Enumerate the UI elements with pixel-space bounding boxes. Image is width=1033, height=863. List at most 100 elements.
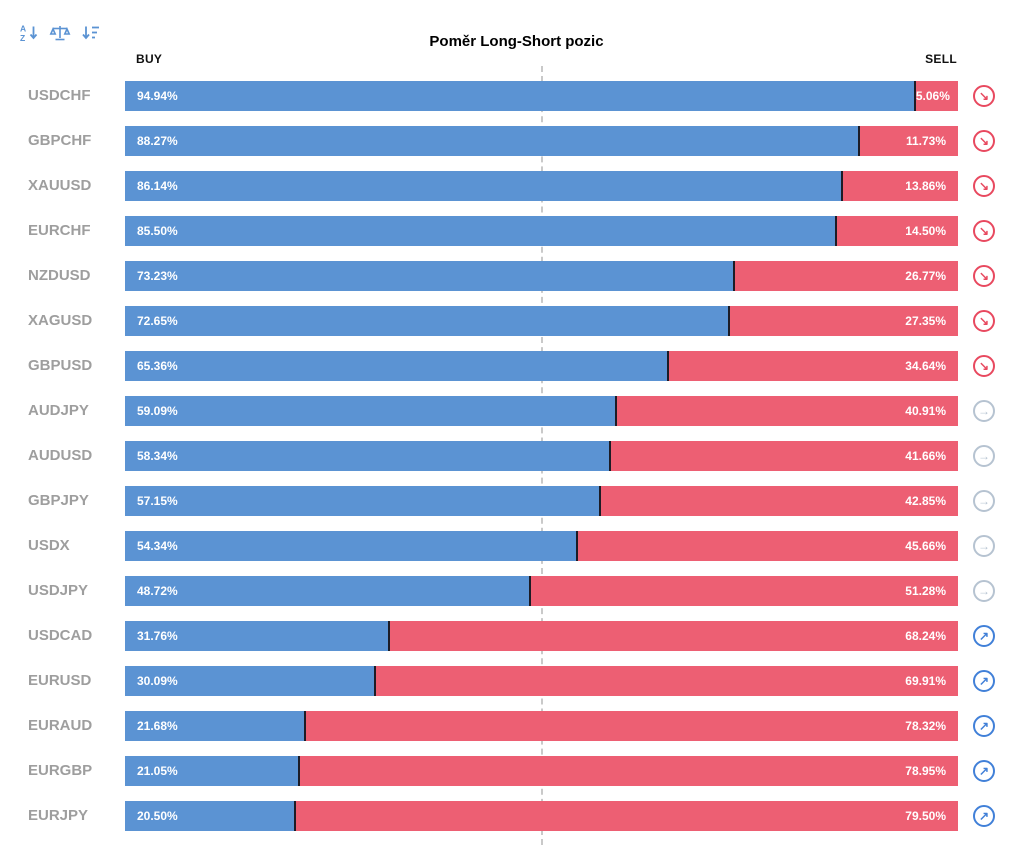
- buy-segment: 86.14%: [125, 170, 843, 201]
- sell-column-header: SELL: [925, 52, 957, 66]
- ratio-bar: 73.23% 26.77%: [125, 260, 958, 291]
- buy-percent: 85.50%: [137, 223, 178, 238]
- sell-segment: 79.50%: [295, 800, 958, 831]
- chart-row: USDCAD 31.76% 68.24% ↗: [28, 613, 1033, 658]
- signal-arrow-icon[interactable]: ↘: [973, 129, 995, 152]
- buy-segment: 72.65%: [125, 305, 731, 336]
- signal-arrow-glyph: ↗: [978, 718, 990, 733]
- signal-arrow-icon[interactable]: →: [973, 399, 995, 422]
- buy-percent: 58.34%: [137, 448, 178, 463]
- signal-arrow-glyph: ↘: [978, 268, 990, 283]
- sell-segment: 68.24%: [389, 620, 958, 651]
- signal-arrow-glyph: ↘: [978, 223, 990, 238]
- signal-arrow-glyph: ↗: [978, 763, 990, 778]
- signal-arrow-icon[interactable]: ↘: [973, 219, 995, 242]
- signal-arrow-icon[interactable]: →: [973, 489, 995, 512]
- ratio-bar: 85.50% 14.50%: [125, 215, 958, 246]
- sort-amount-icon[interactable]: [80, 22, 102, 44]
- chart-row: NZDUSD 73.23% 26.77% ↘: [28, 253, 1033, 298]
- buy-segment: 31.76%: [125, 620, 390, 651]
- signal-arrow-icon[interactable]: ↘: [973, 354, 995, 377]
- buy-percent: 20.50%: [137, 808, 178, 823]
- buy-segment: 58.34%: [125, 440, 611, 471]
- chart-row: USDX 54.34% 45.66% →: [28, 523, 1033, 568]
- ratio-bar: 48.72% 51.28%: [125, 575, 958, 606]
- ratio-bar: 88.27% 11.73%: [125, 125, 958, 156]
- sell-segment: 11.73%: [860, 125, 958, 156]
- signal-arrow-glyph: →: [978, 448, 990, 463]
- sell-segment: 42.85%: [601, 485, 958, 516]
- signal-arrow-icon[interactable]: ↗: [973, 624, 995, 647]
- buy-segment: 94.94%: [125, 80, 916, 111]
- signal-arrow-icon[interactable]: →: [973, 579, 995, 602]
- signal-arrow-icon[interactable]: ↗: [973, 714, 995, 737]
- sell-percent: 40.91%: [905, 403, 946, 418]
- signal-arrow-glyph: ↘: [978, 178, 990, 193]
- signal-arrow-glyph: →: [978, 403, 990, 418]
- signal-arrow-icon[interactable]: ↘: [973, 84, 995, 107]
- pair-label: GBPJPY: [28, 492, 89, 509]
- sell-percent: 27.35%: [905, 313, 946, 328]
- ratio-bar: 57.15% 42.85%: [125, 485, 958, 516]
- sell-segment: 41.66%: [610, 440, 958, 471]
- sell-percent: 13.86%: [905, 178, 946, 193]
- buy-column-header: BUY: [136, 52, 163, 66]
- signal-arrow-icon[interactable]: ↘: [973, 264, 995, 287]
- buy-percent: 48.72%: [137, 583, 178, 598]
- sell-segment: 40.91%: [617, 395, 958, 426]
- signal-arrow-icon[interactable]: ↗: [973, 804, 995, 827]
- buy-percent: 59.09%: [137, 403, 178, 418]
- ratio-bar: 21.05% 78.95%: [125, 755, 958, 786]
- sell-segment: 69.91%: [375, 665, 958, 696]
- pair-label: AUDUSD: [28, 447, 93, 464]
- signal-arrow-icon[interactable]: ↗: [973, 759, 995, 782]
- signal-arrow-glyph: ↘: [978, 313, 990, 328]
- sell-segment: 26.77%: [735, 260, 958, 291]
- sell-percent: 34.64%: [905, 358, 946, 373]
- buy-percent: 73.23%: [137, 268, 178, 283]
- buy-segment: 88.27%: [125, 125, 861, 156]
- sell-percent: 51.28%: [905, 583, 946, 598]
- signal-arrow-glyph: ↗: [978, 673, 990, 688]
- chart-title: Poměr Long-Short pozic: [429, 33, 604, 50]
- chart-row: GBPCHF 88.27% 11.73% ↘: [28, 118, 1033, 163]
- sell-percent: 78.32%: [905, 718, 946, 733]
- sell-segment: 51.28%: [530, 575, 958, 606]
- pair-label: EURUSD: [28, 672, 92, 689]
- pair-label: EURJPY: [28, 807, 89, 824]
- signal-arrow-icon[interactable]: ↗: [973, 669, 995, 692]
- buy-percent: 94.94%: [137, 88, 178, 103]
- signal-arrow-icon[interactable]: ↘: [973, 309, 995, 332]
- sort-alpha-icon[interactable]: A Z: [18, 22, 40, 44]
- buy-percent: 54.34%: [137, 538, 178, 553]
- sell-percent: 14.50%: [905, 223, 946, 238]
- ratio-bar: 86.14% 13.86%: [125, 170, 958, 201]
- ratio-bar: 59.09% 40.91%: [125, 395, 958, 426]
- signal-arrow-glyph: →: [978, 538, 990, 553]
- ratio-bar: 31.76% 68.24%: [125, 620, 958, 651]
- sell-segment: 13.86%: [842, 170, 958, 201]
- ratio-bar: 94.94% 5.06%: [125, 80, 958, 111]
- sell-segment: 45.66%: [577, 530, 958, 561]
- signal-arrow-icon[interactable]: →: [973, 534, 995, 557]
- signal-arrow-icon[interactable]: ↘: [973, 174, 995, 197]
- pair-label: XAGUSD: [28, 312, 93, 329]
- signal-arrow-glyph: →: [978, 583, 990, 598]
- sell-segment: 5.06%: [915, 80, 958, 111]
- sort-toolbar: A Z: [18, 22, 102, 44]
- ratio-bar: 72.65% 27.35%: [125, 305, 958, 336]
- pair-label: EURCHF: [28, 222, 91, 239]
- signal-arrow-glyph: ↘: [978, 358, 990, 373]
- chart-row: USDJPY 48.72% 51.28% →: [28, 568, 1033, 613]
- buy-segment: 20.50%: [125, 800, 296, 831]
- pair-label: GBPCHF: [28, 132, 92, 149]
- buy-percent: 57.15%: [137, 493, 178, 508]
- sell-percent: 78.95%: [905, 763, 946, 778]
- signal-arrow-icon[interactable]: →: [973, 444, 995, 467]
- pair-label: USDCHF: [28, 87, 91, 104]
- balance-icon[interactable]: [49, 22, 71, 44]
- buy-percent: 31.76%: [137, 628, 178, 643]
- pair-label: USDJPY: [28, 582, 89, 599]
- sell-segment: 27.35%: [730, 305, 958, 336]
